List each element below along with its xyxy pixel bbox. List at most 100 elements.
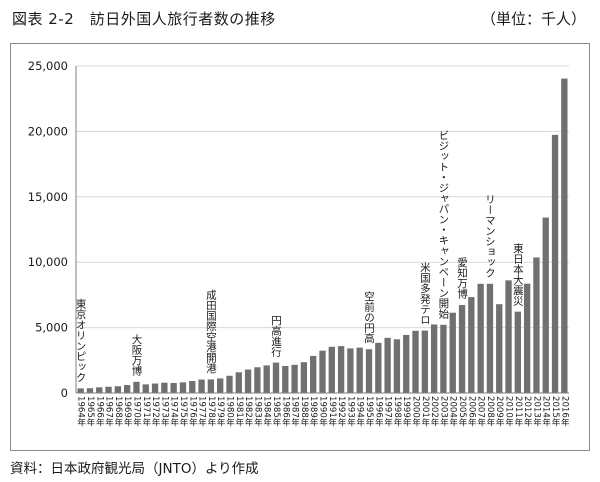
bar (272, 362, 280, 393)
bar (468, 297, 475, 393)
x-tick-label: 1984年 (262, 396, 272, 427)
x-tick-label: 2015年 (550, 396, 560, 427)
x-tick-label: 1992年 (336, 396, 346, 427)
bar (310, 355, 317, 393)
bar (375, 342, 382, 393)
bar (384, 337, 391, 393)
x-tick-label: 2005年 (457, 396, 467, 427)
bar (244, 369, 252, 393)
bar (477, 283, 484, 393)
bar (291, 364, 298, 393)
event-annotation: リーマンショック (484, 194, 496, 278)
y-tick-label: 20,000 (28, 124, 68, 138)
x-tick-label: 1977年 (197, 396, 207, 427)
bar (86, 388, 94, 393)
bar (393, 339, 401, 393)
x-tick-label: 1965年 (85, 396, 95, 427)
x-tick-label: 2001年 (420, 396, 430, 427)
source-note: 資料：日本政府観光局（JNTO）より作成 (10, 461, 259, 477)
bar (207, 379, 215, 393)
bar (505, 280, 512, 393)
x-tick-label: 2002年 (429, 396, 439, 427)
bar (514, 311, 522, 393)
bar (347, 348, 354, 393)
y-tick-label: 25,000 (28, 59, 68, 73)
bar (486, 283, 494, 393)
bar (496, 304, 503, 393)
x-tick-label: 1976年 (187, 396, 197, 427)
x-tick-label: 2010年 (504, 396, 514, 427)
x-tick-label: 1971年 (141, 396, 151, 427)
event-annotation: 成田国際空港開港 (205, 289, 217, 373)
x-tick-label: 2008年 (485, 396, 495, 427)
bar (319, 350, 326, 393)
bar (551, 134, 559, 393)
x-tick-label: 1972年 (150, 396, 160, 427)
chart-frame: 0 5,000 10,000 15,000 20,000 25,000 1964年 1965年… (10, 43, 590, 451)
y-tick-label: 10,000 (28, 255, 68, 269)
x-tick-label: 2009年 (494, 396, 504, 427)
x-tick-label: 2006年 (466, 396, 476, 427)
x-tick-label: 1987年 (290, 396, 300, 427)
x-tick-label: 1966年 (94, 396, 104, 427)
event-annotation: 空前の円高 (363, 290, 375, 344)
event-annotation: 愛知万博 (456, 256, 468, 300)
chart-title: 図表 2-2 訪日外国人旅行者数の推移 (12, 10, 276, 28)
x-tick-label: 1974年 (169, 396, 179, 427)
x-tick-label: 1980年 (224, 396, 234, 427)
bar (96, 387, 103, 393)
bar (226, 375, 233, 393)
x-tick-label: 1983年 (252, 396, 262, 427)
bar (282, 366, 289, 393)
event-annotation: ビジット・ジャパン・キャンペーン開始 (437, 130, 449, 320)
y-tick-label: 0 (61, 386, 68, 400)
bar (170, 383, 177, 393)
x-tick-label: 2014年 (541, 396, 551, 427)
x-tick-label: 1990年 (318, 396, 328, 427)
bar (523, 283, 531, 393)
y-tick-label: 5,000 (35, 321, 68, 335)
x-tick-label: 1989年 (308, 396, 318, 427)
bar (198, 379, 205, 393)
x-tick-label: 1985年 (271, 396, 281, 427)
x-tick-label: 1981年 (234, 396, 244, 427)
x-tick-label: 1988年 (299, 396, 309, 427)
x-tick-label: 2013年 (531, 396, 541, 427)
x-tick-label: 1986年 (280, 396, 290, 427)
bar (300, 362, 308, 393)
x-tick-label: 1993年 (345, 396, 355, 427)
x-tick-label: 2007年 (476, 396, 486, 427)
bar (133, 381, 140, 393)
x-tick-label: 1975年 (178, 396, 188, 427)
bar (440, 324, 447, 393)
bar (179, 382, 187, 393)
bar (337, 346, 345, 393)
y-tick-label: 15,000 (28, 190, 68, 204)
event-annotation: 米国多発テロ (419, 261, 431, 325)
bar (430, 324, 438, 393)
bar (412, 330, 419, 393)
x-tick-label: 1967年 (104, 396, 114, 427)
bar (458, 305, 466, 393)
x-tick-label: 2004年 (448, 396, 458, 427)
bar (189, 381, 196, 393)
bar (105, 386, 112, 393)
unit-label: （単位：千人） (480, 10, 586, 28)
bar (403, 334, 410, 393)
bar (114, 386, 122, 393)
x-tick-label: 1969年 (122, 396, 132, 427)
event-annotation: 大阪万博 (130, 333, 142, 377)
x-tick-label: 1998年 (392, 396, 402, 427)
bar (542, 217, 549, 393)
bar (328, 346, 335, 393)
x-tick-label: 1979年 (215, 396, 225, 427)
bar (151, 383, 159, 393)
x-tick-label: 1996年 (373, 396, 383, 427)
bar (533, 257, 540, 393)
bar (449, 312, 456, 393)
x-tick-label: 2000年 (411, 396, 421, 427)
bar (356, 347, 363, 393)
bar-chart: 0 5,000 10,000 15,000 20,000 25,000 1964年 1965年… (28, 59, 570, 427)
bar (142, 384, 149, 393)
x-tick-label: 1968年 (113, 396, 123, 427)
